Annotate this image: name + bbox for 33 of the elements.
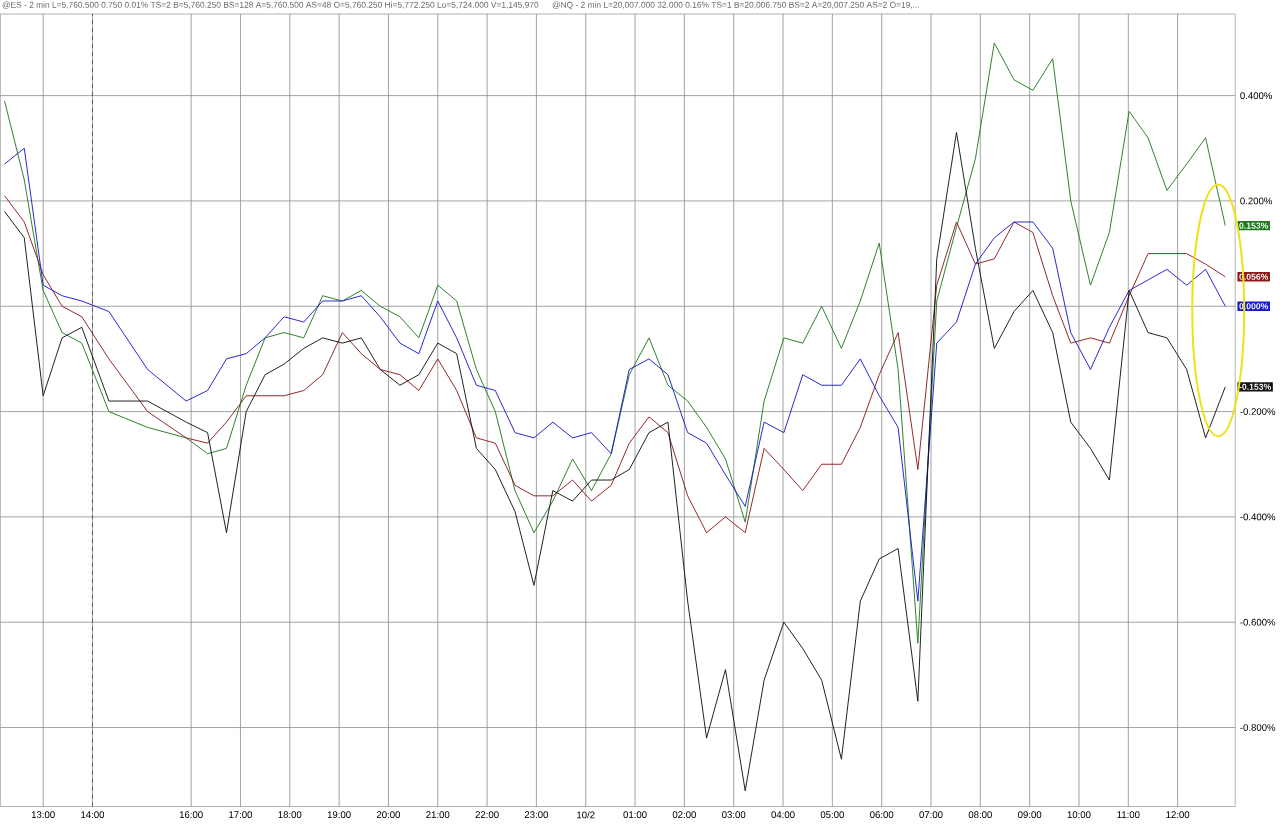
y-tick-label: -0.400% [1240,513,1276,521]
x-tick-label: 20:00 [376,811,401,819]
x-tick-label: 02:00 [672,811,696,819]
y-tick-label: -0.200% [1240,408,1276,416]
x-tick-label: 19:00 [327,811,351,819]
x-tick-label: 17:00 [229,811,253,819]
x-tick-label: 05:00 [820,811,844,819]
y-tick-label: -0.600% [1240,619,1276,626]
x-tick-label: 01:00 [623,811,647,819]
data-label: 0.153% [1239,222,1269,230]
x-tick-label: 08:00 [968,811,992,819]
data-label: -0.153% [1239,384,1272,391]
x-tick-label: 04:00 [771,811,795,819]
x-tick-label: 22:00 [475,811,499,819]
x-tick-label: 18:00 [278,811,302,819]
x-tick-label: 03:00 [722,811,746,819]
x-tick-label: 16:00 [179,811,203,819]
x-tick-label: 10:00 [1067,811,1091,819]
x-tick-label: 10/2 [577,811,595,819]
x-tick-label: 23:00 [524,811,549,819]
x-tick-label: 13:00 [31,811,55,819]
y-tick-label: -0.800% [1240,724,1276,732]
x-tick-label: 07:00 [919,811,943,819]
x-tick-label: 21:00 [426,811,450,819]
x-tick-label: 14:00 [81,811,105,819]
x-tick-label: 06:00 [870,811,894,819]
y-tick-label: 0.400% [1240,92,1273,100]
x-tick-label: 12:00 [1166,811,1190,819]
x-tick-label: 11:00 [1117,811,1140,819]
text: @ES - 2 min L=5,760.500 0.750 0.01% TS=2 B=5,760.250 BS=128 A=5,760.500 AS=48 O=5,760.250 Hi=5,772.250 Lo=5,724.000 V=1,145,970 [2,1,539,10]
y-tick-label: 0.200% [1240,197,1273,205]
text: @NQ - 2 min L=20,007.000 32.000 0.16% TS=1 B=20,006.750 BS=2 A=20,007.250 AS=2 O=19,... [552,1,919,10]
x-tick-label: 09:00 [1018,811,1042,819]
